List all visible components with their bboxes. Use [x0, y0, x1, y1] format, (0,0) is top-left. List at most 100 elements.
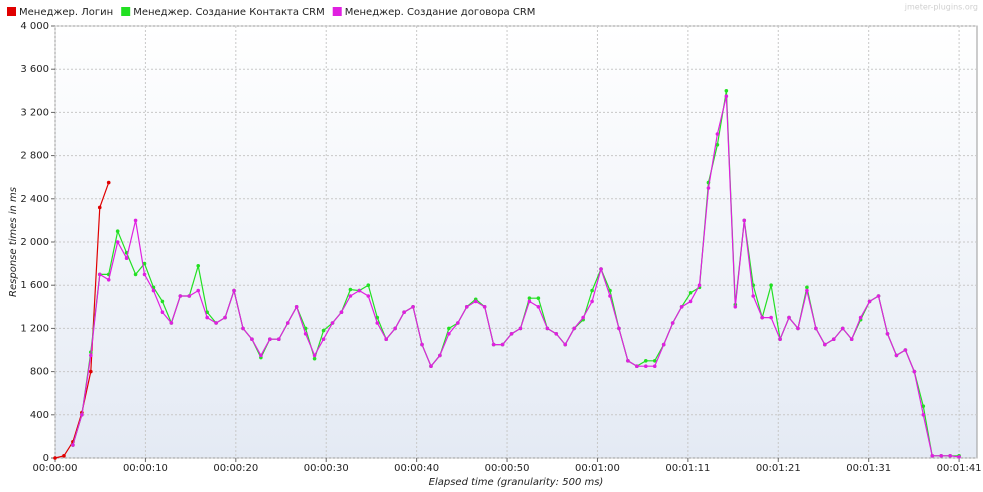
point: [124, 256, 129, 261]
x-tick-label: 00:00:30: [304, 463, 349, 474]
point: [214, 321, 218, 325]
point: [921, 413, 926, 417]
y-tick-label: 800: [30, 367, 49, 378]
point: [805, 285, 809, 290]
point: [429, 364, 433, 369]
point: [438, 353, 442, 358]
point: [241, 326, 245, 331]
point: [536, 305, 541, 309]
point: [679, 305, 684, 309]
point: [554, 332, 559, 336]
point: [769, 315, 773, 320]
point: [563, 342, 568, 347]
point: [348, 287, 353, 292]
point: [831, 337, 836, 342]
point: [196, 288, 201, 293]
y-tick-label: 1 200: [20, 323, 49, 334]
y-tick-label: 400: [30, 410, 49, 421]
point: [742, 218, 747, 223]
point: [402, 310, 406, 315]
point: [509, 332, 514, 336]
point: [858, 315, 863, 320]
point: [53, 456, 57, 460]
point: [268, 337, 272, 342]
x-tick-label: 00:00:00: [33, 463, 78, 474]
grid: 0 400 800 1 200 1 600 2 000 2 400 2 800 3 200 3 6…: [20, 21, 981, 474]
series-line: [72, 96, 960, 458]
point: [366, 294, 371, 298]
point: [626, 359, 630, 363]
point: [223, 315, 227, 320]
watermark: jmeter-plugins.org: [904, 3, 978, 12]
point: [339, 310, 344, 315]
point: [867, 299, 872, 304]
point: [572, 326, 576, 331]
point: [133, 218, 138, 223]
point: [805, 288, 809, 293]
point: [303, 332, 308, 336]
point: [894, 353, 899, 358]
point: [205, 315, 209, 320]
legend: Менеджер. Логин Менеджер. Создание Контак…: [7, 7, 535, 18]
point: [142, 272, 147, 277]
point: [473, 299, 478, 304]
point: [599, 267, 603, 271]
point: [133, 272, 138, 277]
point: [357, 288, 362, 293]
point: [178, 294, 183, 298]
point: [885, 332, 890, 336]
point: [232, 288, 236, 293]
x-axis-title: Elapsed time (granularity: 500 ms): [429, 477, 604, 488]
point: [169, 321, 174, 325]
point: [608, 294, 612, 298]
x-tick-label: 00:00:20: [213, 463, 258, 474]
point: [115, 229, 120, 233]
point: [849, 337, 854, 342]
point: [160, 299, 165, 304]
point: [724, 94, 729, 98]
point: [464, 305, 469, 309]
point: [160, 310, 165, 315]
point: [151, 288, 156, 293]
point: [411, 305, 415, 309]
x-tick-label: 00:01:21: [756, 463, 801, 474]
x-tick-label: 00:01:00: [575, 463, 620, 474]
point: [778, 337, 782, 342]
point: [62, 454, 66, 458]
y-tick-label: 3 600: [20, 64, 49, 75]
legend-label: Менеджер. Логин: [19, 7, 113, 18]
point: [97, 205, 102, 210]
point: [384, 337, 389, 342]
point: [518, 326, 523, 331]
point: [71, 443, 75, 447]
point: [903, 348, 908, 352]
legend-swatch: [332, 7, 342, 16]
point: [321, 337, 326, 342]
point: [715, 143, 720, 147]
point: [80, 413, 84, 417]
legend-swatch: [121, 7, 131, 16]
point: [482, 305, 487, 309]
point: [840, 326, 845, 331]
point: [330, 321, 335, 325]
point: [420, 342, 424, 347]
point: [536, 296, 541, 300]
point: [796, 326, 800, 331]
point: [447, 326, 451, 331]
point: [276, 337, 281, 342]
x-tick-label: 00:01:31: [846, 463, 891, 474]
y-tick-label: 2 400: [20, 194, 49, 205]
point: [366, 283, 371, 288]
point: [447, 332, 451, 336]
series-lines: [53, 89, 961, 460]
point: [652, 364, 657, 369]
point: [187, 294, 192, 298]
point: [787, 315, 791, 320]
point: [321, 328, 326, 333]
point: [115, 240, 120, 244]
y-tick-label: 1 600: [20, 280, 49, 291]
point: [375, 321, 380, 325]
point: [106, 278, 111, 282]
point: [348, 294, 353, 298]
